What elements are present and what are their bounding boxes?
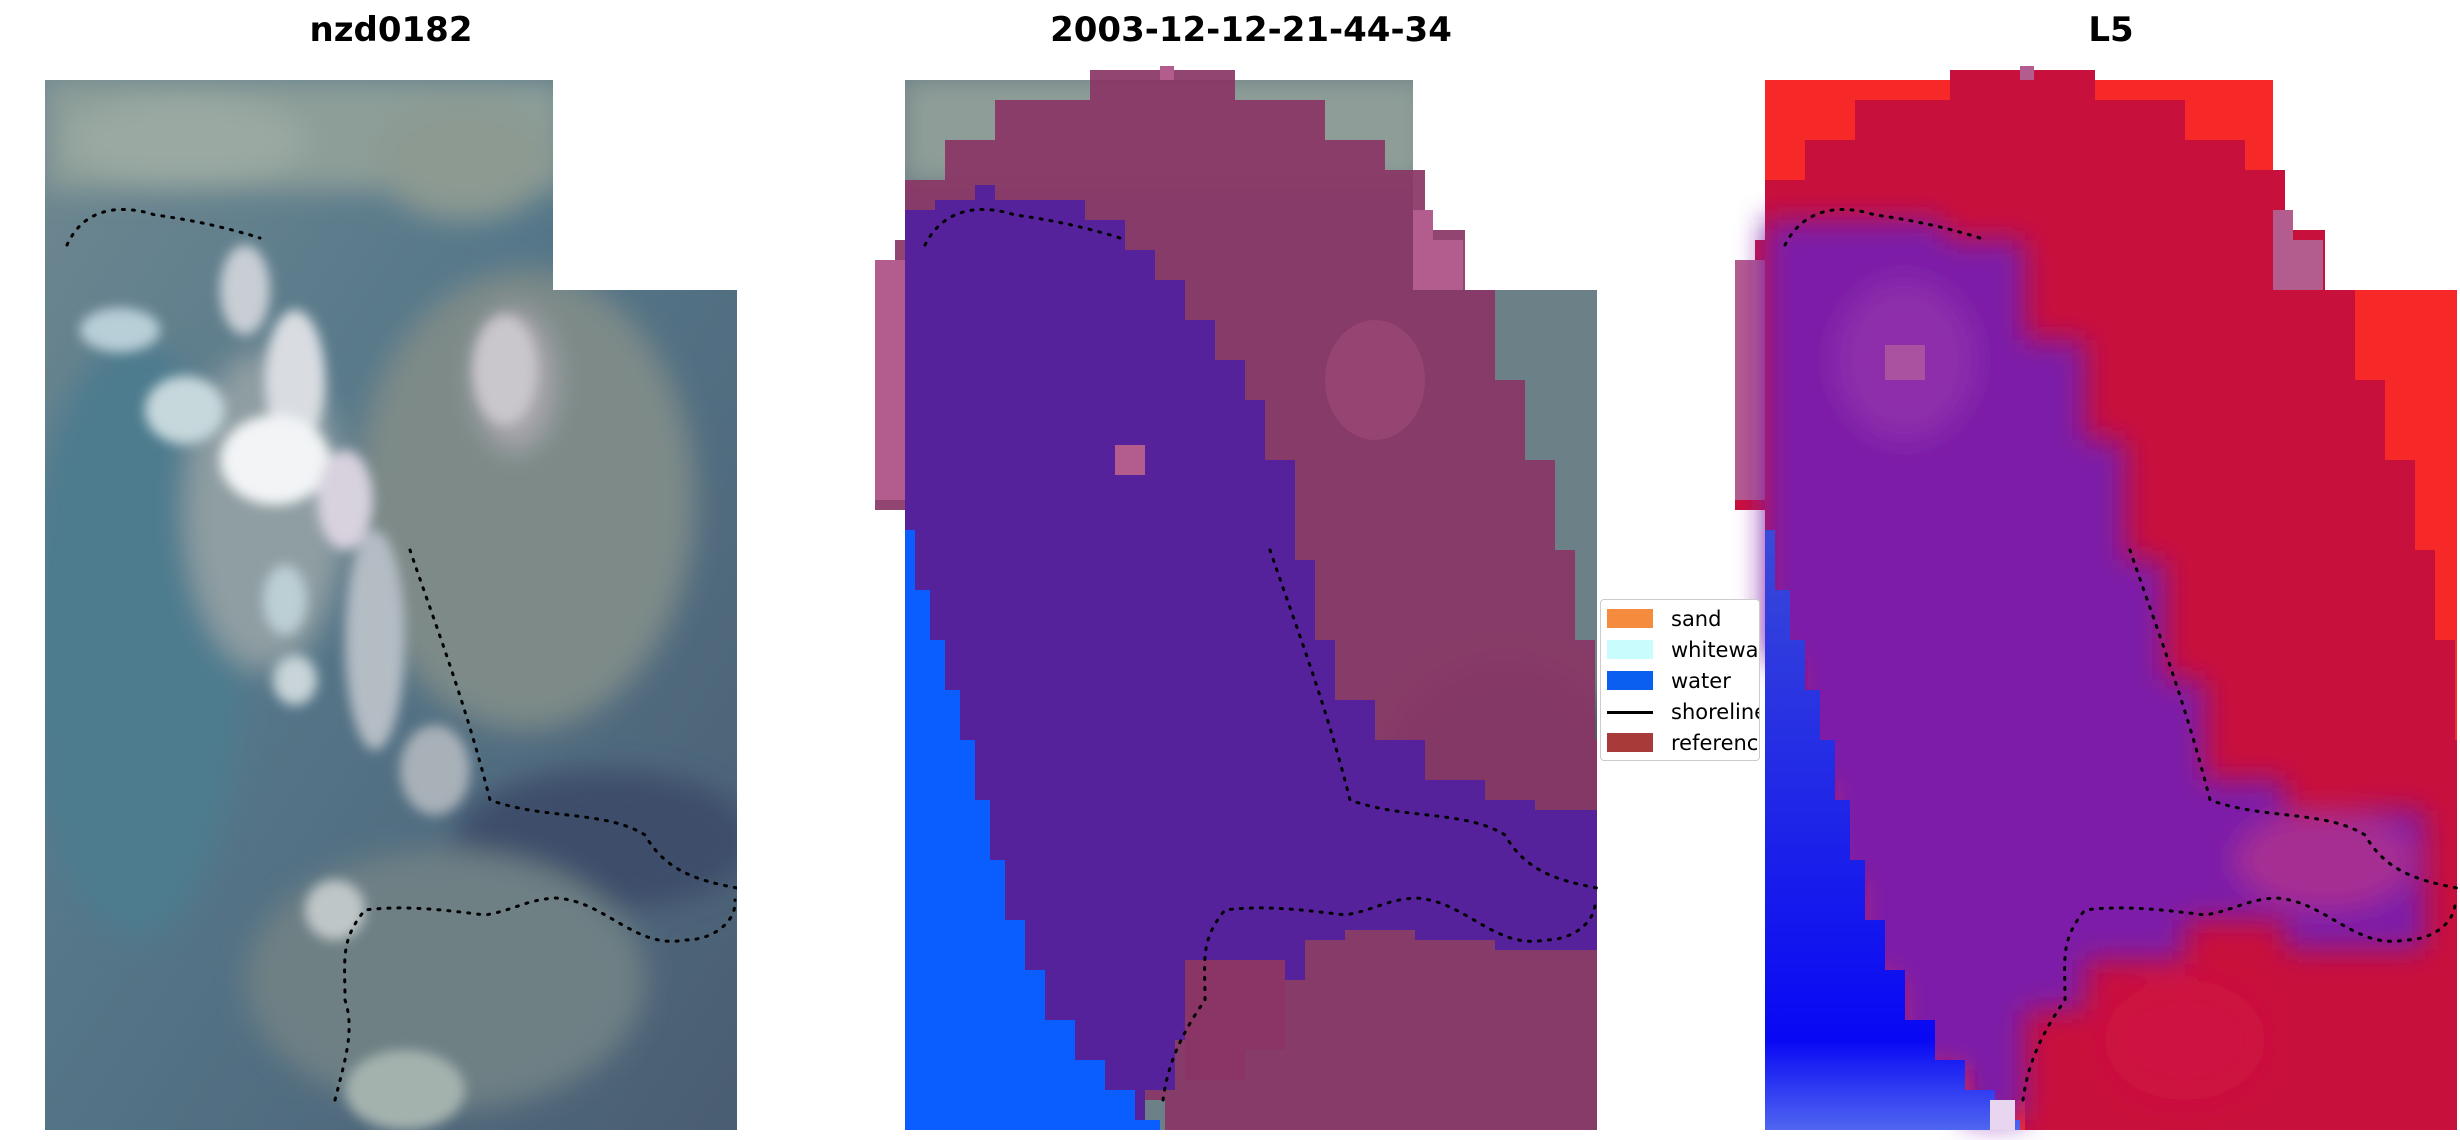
panel-title-index: L5 [2088,10,2134,50]
legend-swatch-sand [1607,609,1653,628]
panel-title-rgb: nzd0182 [309,10,473,50]
index-image [1735,66,2459,1130]
classified-image-panel [875,66,1599,1130]
legend-label-whitewater: whitewat [1671,638,1760,662]
legend-swatch-water [1607,671,1653,690]
rgb-image [45,80,737,1130]
panel-title-classified: 2003-12-12-21-44-34 [1050,10,1452,50]
legend-swatch-whitewater [1607,640,1653,659]
shoreline-classified [923,208,1599,1102]
legend-item-whitewater: whitewat [1607,637,1760,663]
legend-label-water: water [1671,669,1731,693]
rgb-image-panel [45,80,737,1130]
classified-image [875,66,1599,1130]
shoreline-index [1783,208,2459,1102]
legend: sand whitewat water shoreline reference [1600,599,1760,761]
legend-item-reference: reference [1607,730,1759,756]
legend-label-shoreline: shoreline [1671,700,1760,724]
legend-item-sand: sand [1607,606,1759,632]
legend-item-water: water [1607,668,1759,694]
legend-swatch-reference [1607,733,1653,752]
legend-label-sand: sand [1671,607,1722,631]
shoreline-rgb [65,208,737,1102]
legend-line-shoreline [1607,711,1653,714]
index-image-panel [1735,66,2459,1130]
legend-label-reference: reference [1671,731,1759,755]
legend-item-shoreline: shoreline [1607,699,1760,725]
